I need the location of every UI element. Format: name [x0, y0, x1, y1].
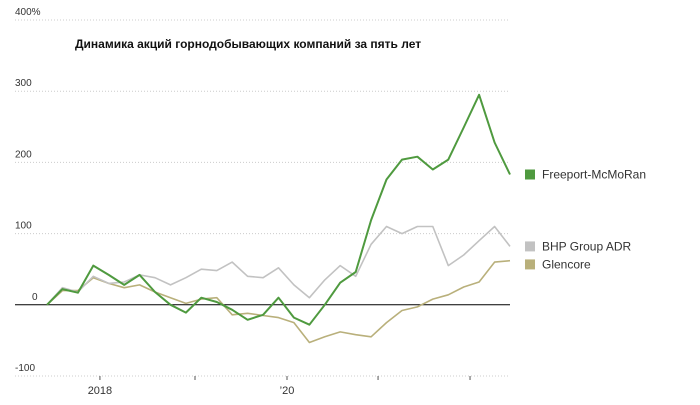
y-tick-label: 100	[15, 221, 32, 232]
y-tick-label: 300	[15, 78, 32, 89]
legend-swatch	[525, 241, 535, 252]
legend-swatch	[525, 259, 535, 270]
legend-label: Freeport-McMoRan	[542, 168, 646, 182]
legend-label: BHP Group ADR	[542, 239, 631, 253]
x-tick-label: ’20	[280, 385, 295, 397]
legend-swatch	[525, 169, 535, 180]
legend-label: Glencore	[542, 257, 591, 271]
y-tick-label: 200	[15, 149, 32, 160]
chart-title: Динамика акций горнодобывающих компаний …	[75, 37, 421, 51]
y-tick-label: 400%	[15, 7, 41, 18]
x-tick-label: 2018	[88, 385, 112, 397]
series-line	[46, 225, 511, 306]
y-tick-label: -100	[15, 363, 35, 374]
y-tick-label: 0	[32, 292, 38, 303]
series-line	[46, 259, 511, 344]
series-line	[46, 93, 511, 326]
